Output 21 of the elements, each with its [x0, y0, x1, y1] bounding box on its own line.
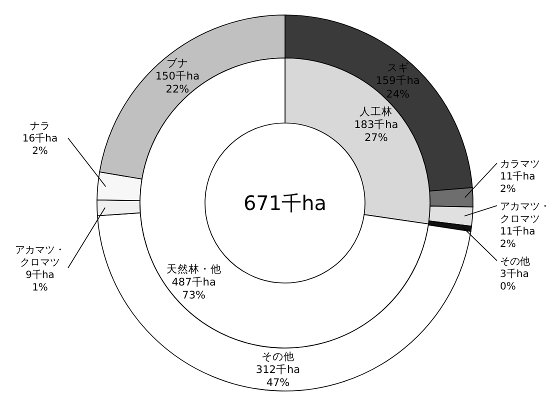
data-label: 16千ha 2% [22, 132, 58, 157]
slice-label: スギ [386, 62, 409, 74]
data-label: 487千ha 73% [172, 275, 216, 302]
slice-label: ナラ [30, 121, 50, 132]
slice-label: その他 [500, 255, 530, 268]
data-label: 11千ha 2% [500, 170, 536, 195]
slice-label: アカマツ・クロマツ [500, 201, 550, 225]
slice-label: アカマツ・クロマツ [15, 244, 65, 268]
data-label: 150千ha 22% [155, 70, 200, 96]
data-label: 312千ha 47% [256, 363, 300, 390]
data-label: 11千ha 2% [500, 225, 536, 250]
slice-label: ブナ [166, 56, 188, 70]
slice-label: 天然林・他 [166, 262, 222, 276]
slice-label: カラマツ [500, 158, 540, 170]
data-label: 183千ha 27% [354, 118, 398, 144]
slice-label: 人工林 [360, 104, 393, 118]
data-label: 9千ha 1% [26, 268, 54, 294]
slice-label: その他 [261, 350, 294, 363]
data-label: 3千ha 0% [500, 268, 529, 292]
text: 671千ha [243, 191, 327, 215]
data-label: 159千ha 24% [376, 74, 420, 100]
